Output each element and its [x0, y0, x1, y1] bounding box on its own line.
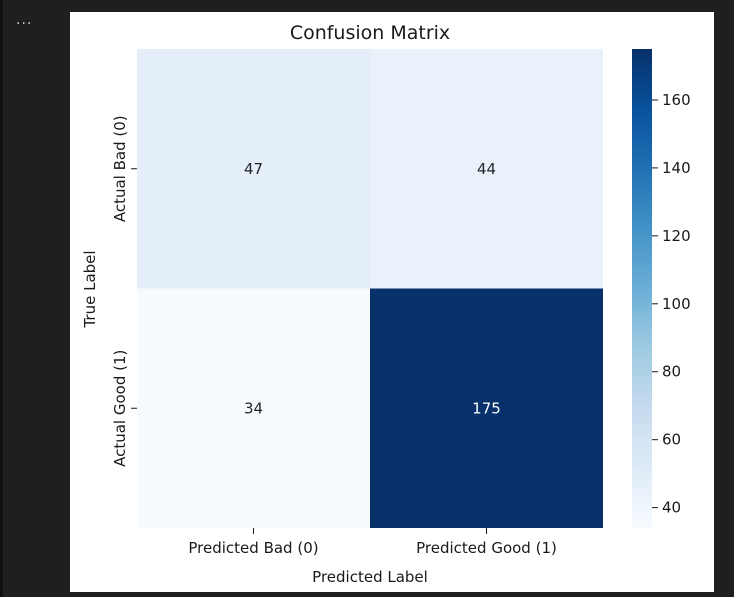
- cell-value-label: 44: [477, 160, 496, 178]
- colorbar-ticks: 40 60 80 100 120 140 160: [652, 91, 691, 517]
- x-tick-labels: Predicted Bad (0) Predicted Good (1): [188, 528, 557, 557]
- heatmap-cells: 47 44 34 175: [137, 49, 603, 528]
- more-options-icon[interactable]: ...: [16, 12, 33, 28]
- heatmap-cell: [137, 49, 370, 289]
- colorbar-tick-label: 140: [662, 159, 691, 177]
- y-tick-label: Actual Bad (0): [111, 115, 129, 222]
- heatmap-cell: [370, 288, 603, 528]
- gutter-divider: [0, 0, 3, 597]
- output-cell: Confusion Matrix 47 44 34 175 Actual Bad (0…: [70, 12, 714, 592]
- y-axis-label: True Label: [81, 250, 99, 328]
- x-tick-label: Predicted Bad (0): [188, 539, 318, 557]
- chart-title: Confusion Matrix: [290, 22, 450, 44]
- colorbar-tick-label: 40: [662, 499, 681, 517]
- cell-value-label: 47: [244, 160, 263, 178]
- confusion-matrix-chart: Confusion Matrix 47 44 34 175 Actual Bad (0…: [81, 22, 691, 586]
- colorbar-tick-label: 100: [662, 295, 691, 313]
- y-tick-labels: Actual Bad (0) Actual Good (1): [111, 115, 137, 467]
- colorbar-tick-label: 80: [662, 363, 681, 381]
- cell-value-label: 175: [472, 399, 501, 417]
- y-tick-label: Actual Good (1): [111, 350, 129, 467]
- x-tick-label: Predicted Good (1): [416, 539, 557, 557]
- heatmap-cell: [370, 49, 603, 289]
- colorbar: [632, 49, 652, 528]
- colorbar-tick-label: 120: [662, 227, 691, 245]
- colorbar-tick-label: 60: [662, 431, 681, 449]
- notebook-gutter: ...: [0, 0, 70, 597]
- colorbar-tick-label: 160: [662, 91, 691, 109]
- heatmap-cell: [137, 288, 370, 528]
- cell-value-label: 34: [244, 399, 263, 417]
- x-axis-label: Predicted Label: [312, 568, 428, 586]
